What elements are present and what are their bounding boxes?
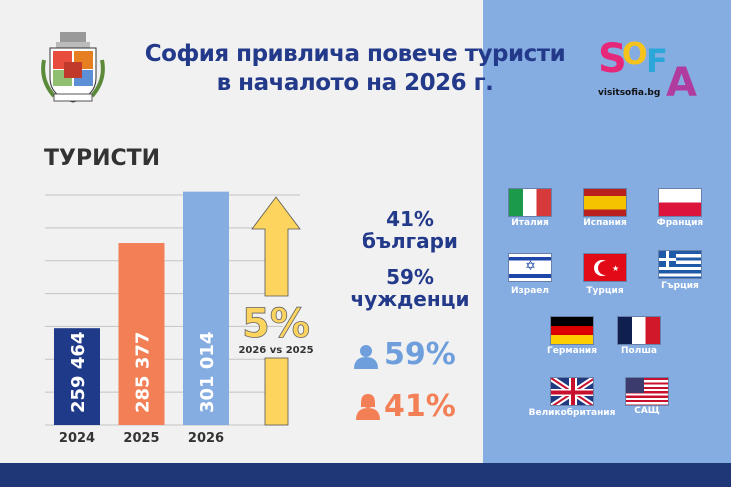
foreigners-label: чужденци <box>350 287 470 311</box>
female-pct: 41% <box>384 389 456 424</box>
page-title: София привлича повече туристи в началото… <box>130 40 580 98</box>
country-label: Гърция <box>661 281 699 291</box>
male-pct: 59% <box>384 337 456 372</box>
flag-icon <box>550 316 594 345</box>
svg-text:A: A <box>666 60 697 100</box>
flag-icon <box>550 377 594 406</box>
footer-bar <box>0 463 731 487</box>
x-tick-label: 2025 <box>123 431 159 446</box>
right-panel <box>483 0 731 463</box>
bar-2026 <box>183 191 229 425</box>
flag-icon <box>583 188 627 217</box>
bar-2025 <box>118 243 165 425</box>
x-tick-label: 2024 <box>59 431 95 446</box>
title-line-2: в началото на 2026 г. <box>216 70 494 96</box>
svg-text:S: S <box>598 36 627 82</box>
female-icon <box>356 394 380 420</box>
bar-value-label: 285 377 <box>133 332 154 413</box>
x-tick-label: 2026 <box>188 431 224 446</box>
section-title: ТУРИСТИ <box>44 146 161 171</box>
svg-text:O: O <box>622 37 648 72</box>
country-label: Франция <box>656 218 704 228</box>
bar-2024 <box>54 328 100 425</box>
foreigners-stat: 59% чужденци <box>340 266 480 310</box>
svg-text:F: F <box>646 42 668 80</box>
country-label: Италия <box>511 218 549 228</box>
bulgarians-stat: 41% българи <box>340 208 480 252</box>
flag-icon: ★ <box>583 253 627 282</box>
growth-arrow: 5% 2026 vs 2025 <box>238 196 314 426</box>
flag-icon <box>658 250 702 279</box>
country-label: Полша <box>621 346 657 356</box>
title-line-1: София привлича повече туристи <box>144 41 566 67</box>
country-label: Великобритания <box>528 408 616 418</box>
bar-value-label: 301 014 <box>197 332 218 413</box>
foreigners-pct: 59% <box>386 265 434 289</box>
country-label: Израел <box>511 286 549 296</box>
tourists-bar-chart: 259 464 2024 285 377 2025 301 014 2026 5% 202… <box>45 191 314 446</box>
growth-value: 5% <box>242 301 310 347</box>
flag-icon <box>625 377 669 406</box>
flag-icon: ✡ <box>508 253 552 282</box>
growth-label: 2026 vs 2025 <box>238 345 313 356</box>
flag-icon <box>508 188 552 217</box>
male-icon <box>354 345 378 369</box>
logo-url: visitsofia.bg <box>598 88 661 98</box>
flag-icon <box>617 316 661 345</box>
country-label: Турция <box>586 286 624 296</box>
sofia-crest-icon <box>41 32 105 103</box>
country-label: Испания <box>583 218 627 228</box>
visitsofia-logo: S O F A <box>598 36 697 100</box>
bar-value-label: 259 464 <box>68 332 89 413</box>
country-label: САЩ <box>634 406 660 416</box>
country-label: Германия <box>546 346 597 356</box>
bulgarians-pct: 41% <box>386 207 434 231</box>
bulgarians-label: българи <box>362 229 458 253</box>
flag-icon <box>658 188 702 217</box>
